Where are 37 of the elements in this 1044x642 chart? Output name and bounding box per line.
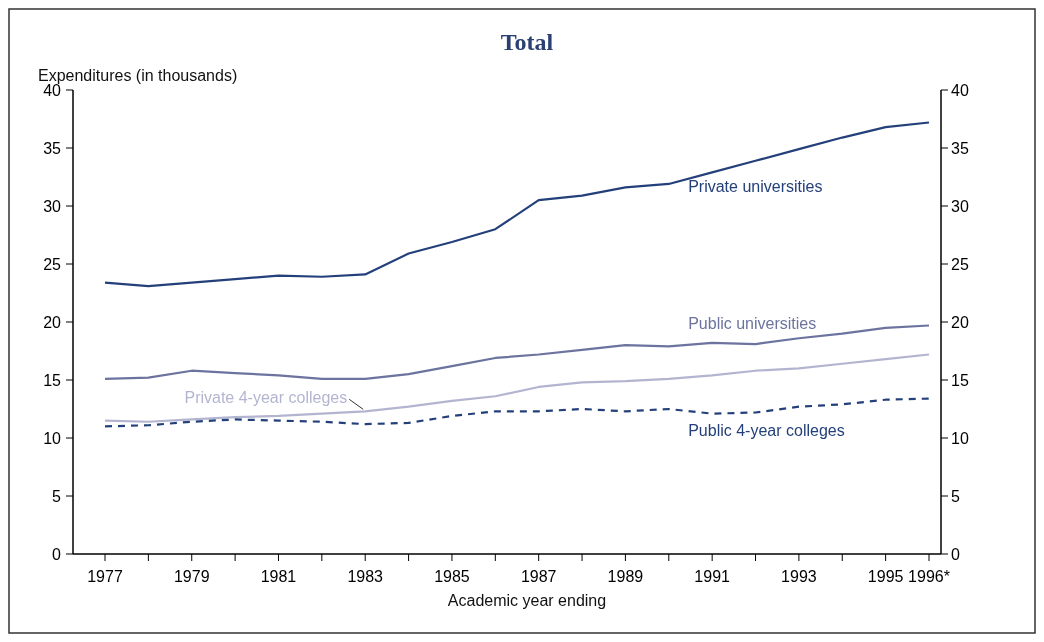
- series-label: Public universities: [688, 314, 817, 332]
- line-series: [103, 353, 931, 423]
- y2-tick-label: 5: [951, 487, 960, 505]
- y-tick-label: 35: [43, 139, 62, 157]
- x-tick-label: 1987: [520, 568, 557, 585]
- x-tick-label: 1979: [173, 568, 210, 585]
- line-series: [103, 121, 931, 288]
- y-tick-label: 0: [52, 545, 62, 563]
- y-tick-label: 25: [43, 255, 62, 273]
- x-tick-label: 1983: [347, 568, 384, 585]
- chart-title: Total: [500, 29, 554, 55]
- x-tick-label: 1989: [607, 568, 644, 585]
- series-label: Public 4-year colleges: [688, 421, 845, 439]
- y2-tick-label: 10: [951, 429, 969, 447]
- y2-tick-label: 20: [951, 313, 969, 331]
- y-axis-title: Expenditures (in thousands): [38, 67, 238, 84]
- series-label: Private 4-year colleges: [184, 389, 348, 407]
- y-tick-label: 30: [43, 197, 62, 215]
- y2-tick-label: 25: [951, 255, 969, 273]
- y-tick-label: 5: [52, 487, 62, 505]
- x-tick-label: 1985: [434, 568, 470, 585]
- y-tick-label: 20: [43, 313, 62, 331]
- x-tick-label: 1996*: [908, 568, 950, 585]
- x-axis-title: Academic year ending: [447, 592, 607, 609]
- x-tick-label: 1991: [694, 568, 731, 585]
- y2-tick-label: 40: [951, 81, 969, 99]
- x-tick-label: 1993: [781, 568, 817, 585]
- y-tick-label: 15: [43, 371, 62, 389]
- y2-tick-label: 35: [951, 139, 969, 157]
- x-tick-label: 1995: [867, 568, 904, 585]
- y2-tick-label: 15: [951, 371, 969, 389]
- y2-tick-label: 30: [951, 197, 969, 215]
- y2-tick-label: 0: [951, 545, 960, 563]
- y-tick-label: 10: [43, 429, 62, 447]
- series-label: Private universities: [688, 178, 823, 196]
- x-tick-label: 1977: [87, 568, 123, 585]
- x-tick-label: 1981: [260, 568, 297, 585]
